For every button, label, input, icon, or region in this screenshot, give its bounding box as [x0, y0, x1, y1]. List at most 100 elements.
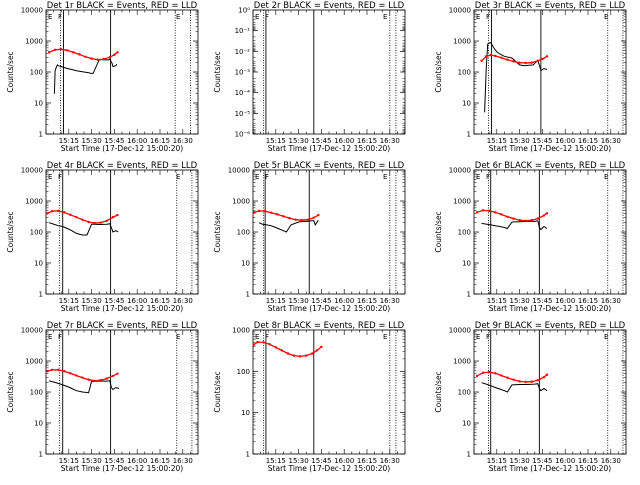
chart-title: Det 8r BLACK = Events, RED = LLD — [254, 321, 405, 331]
y-tick-label: 1000 — [453, 358, 471, 366]
marker-label: F — [58, 13, 62, 21]
point-lld — [536, 217, 540, 220]
point-lld — [480, 59, 483, 62]
point-lld — [481, 371, 485, 374]
y-tick-label: 1000 — [232, 198, 250, 206]
y-tick-label: 1 — [467, 131, 471, 139]
y-tick-label: 1 — [246, 451, 250, 459]
y-tick-label: 1000 — [25, 38, 43, 46]
point-lld — [512, 60, 515, 63]
y-tick-label: 10⁻⁴ — [235, 89, 251, 97]
point-lld — [56, 209, 60, 213]
point-lld — [78, 53, 81, 56]
plot-frame — [45, 329, 199, 455]
y-tick-label: 100 — [30, 229, 43, 237]
y-tick-label: 100 — [458, 389, 471, 397]
point-lld — [475, 374, 479, 378]
point-lld — [113, 53, 116, 56]
point-lld — [494, 211, 497, 214]
y-tick-label: 1 — [246, 291, 250, 299]
x-tick-label: 16:00 — [555, 137, 575, 145]
y-tick-label: 10 — [462, 260, 471, 268]
x-tick-label: 15:15 — [266, 137, 286, 145]
x-tick-label: 16:30 — [173, 297, 193, 305]
series-lld — [476, 371, 548, 383]
point-lld — [545, 55, 549, 58]
series-events — [481, 220, 548, 231]
point-lld — [87, 220, 90, 224]
point-lld — [475, 211, 479, 214]
point-lld — [530, 61, 533, 64]
y-tick-label: 1000 — [25, 358, 43, 366]
x-tick-label: 15:30 — [289, 137, 309, 145]
point-lld — [541, 57, 544, 61]
chart-title: Det 3r BLACK = Events, RED = LLD — [475, 1, 626, 11]
point-lld — [93, 221, 96, 225]
y-tick-label: 10⁻⁵ — [235, 110, 251, 118]
point-lld — [108, 56, 112, 59]
x-tick-label: 15:30 — [510, 297, 530, 305]
point-lld — [320, 345, 323, 349]
point-lld — [524, 219, 527, 222]
x-tick-label: 16:15 — [150, 297, 170, 305]
point-lld — [512, 378, 515, 381]
x-tick-label: 15:45 — [104, 297, 124, 305]
point-lld — [494, 54, 497, 58]
point-lld — [56, 368, 60, 372]
point-lld — [524, 61, 527, 65]
x-tick-label: 16:30 — [173, 137, 193, 145]
y-axis-label: Counts/sec — [6, 371, 15, 412]
plot-frame — [252, 169, 406, 295]
point-lld — [81, 218, 84, 221]
x-tick-label: 16:30 — [173, 457, 193, 465]
marker-label: E — [383, 333, 387, 341]
series-events — [484, 41, 548, 113]
point-lld — [111, 216, 115, 219]
point-lld — [506, 58, 509, 61]
x-axis-label: Start Time (17-Dec-12 15:00:20) — [268, 144, 390, 153]
x-tick-label: 15:30 — [510, 457, 530, 465]
x-tick-label: 15:30 — [82, 297, 102, 305]
point-lld — [536, 379, 540, 382]
point-lld — [87, 378, 90, 381]
point-lld — [99, 221, 102, 224]
y-tick-label: 1 — [39, 131, 43, 139]
point-lld — [286, 352, 290, 355]
marker-label: E — [48, 333, 52, 341]
y-axis-label: Counts/sec — [434, 51, 443, 92]
plot-frame — [473, 329, 627, 455]
point-lld — [542, 376, 546, 379]
panel-2: Det 2r BLACK = Events, RED = LLD 10⁻⁶ 10⁻⁵… — [213, 1, 406, 153]
x-tick-label: 15:45 — [104, 457, 124, 465]
series-lld — [476, 209, 548, 222]
point-lld — [282, 215, 285, 218]
y-tick-label: 10⁻² — [235, 48, 251, 56]
point-lld — [545, 212, 549, 215]
point-lld — [530, 219, 533, 222]
x-tick-label: 15:30 — [82, 457, 102, 465]
x-tick-label: 15:45 — [311, 457, 331, 465]
point-lld — [66, 49, 69, 52]
y-tick-label: 10 — [34, 420, 43, 428]
x-axis-label: Start Time (17-Dec-12 15:00:20) — [489, 304, 611, 313]
point-lld — [512, 217, 515, 220]
y-axis-label: Counts/sec — [434, 211, 443, 252]
x-tick-label: 16:30 — [601, 457, 621, 465]
marker-label: E — [255, 13, 259, 21]
series-lld — [48, 48, 118, 61]
y-tick-label: 10 — [34, 100, 43, 108]
y-tick-label: 100 — [237, 229, 250, 237]
y-tick-label: 1000 — [25, 198, 43, 206]
point-lld — [506, 215, 509, 218]
point-lld — [315, 349, 319, 352]
point-lld — [81, 376, 84, 379]
y-axis-label: Counts/sec — [6, 51, 15, 92]
marker-label: E — [176, 333, 180, 341]
x-tick-label: 15:45 — [532, 297, 552, 305]
x-tick-label: 16:00 — [555, 457, 575, 465]
panel-3: Det 3r BLACK = Events, RED = LLD 1 10 100 10… — [434, 1, 627, 153]
point-lld — [274, 346, 277, 349]
chart-title: Det 2r BLACK = Events, RED = LLD — [254, 1, 405, 11]
x-tick-label: 16:30 — [601, 137, 621, 145]
x-axis-label: Start Time (17-Dec-12 15:00:20) — [489, 144, 611, 153]
